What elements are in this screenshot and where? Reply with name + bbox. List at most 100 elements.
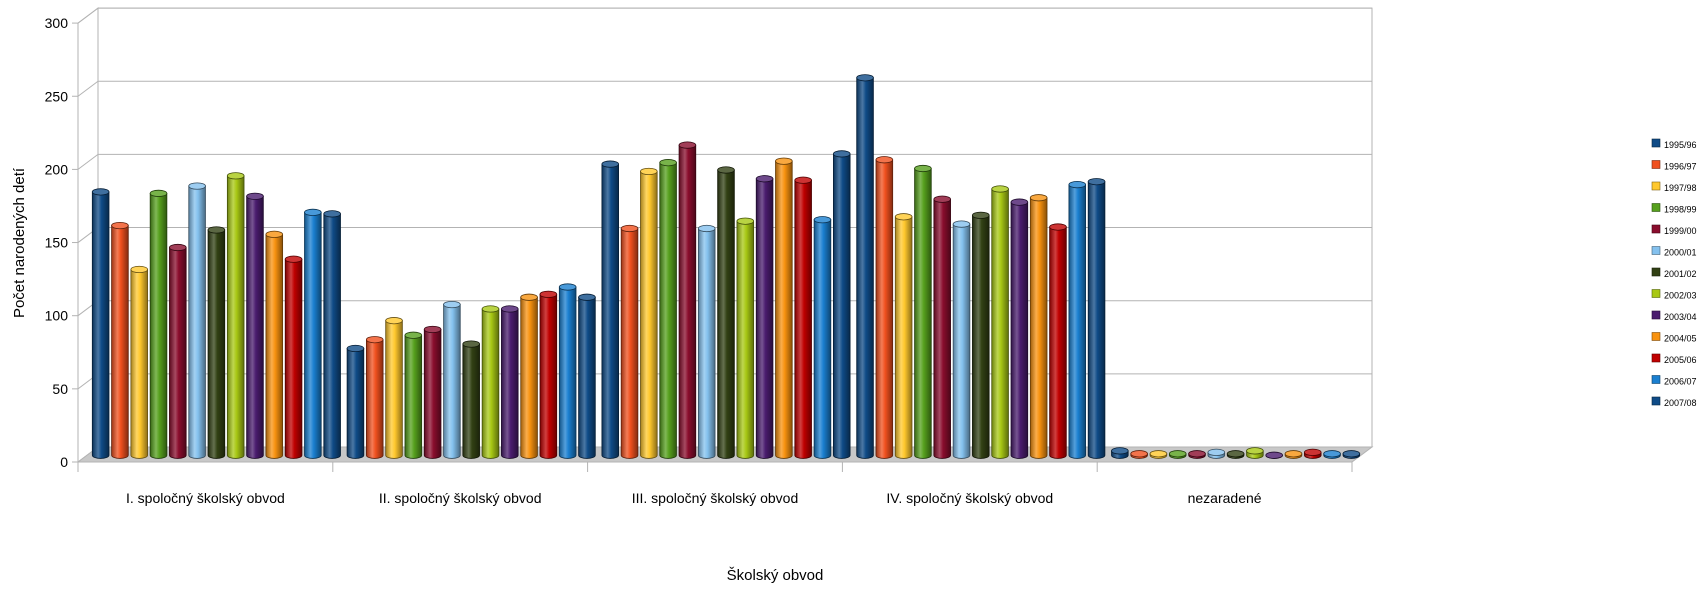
bar-top	[481, 305, 500, 313]
legend-item: 1997/98	[1651, 181, 1697, 193]
legend-swatch	[1651, 267, 1661, 277]
legend-item: 1998/99	[1651, 203, 1697, 215]
bar	[169, 243, 187, 459]
gridline-side	[77, 80, 99, 97]
bar	[755, 175, 774, 459]
bar-body	[149, 192, 168, 459]
bar-top	[697, 224, 716, 233]
bar-top	[385, 317, 403, 325]
bar-body	[875, 159, 894, 459]
legend-label: 2006/07	[1664, 377, 1697, 387]
bar-body	[1029, 197, 1048, 459]
bar-top	[304, 208, 322, 216]
legend-item: 2004/05	[1651, 332, 1697, 344]
legend-swatch	[1651, 396, 1661, 406]
bar-body	[558, 286, 577, 459]
bar	[1010, 198, 1029, 459]
bar-top	[207, 226, 226, 234]
bar	[736, 217, 755, 459]
bar	[856, 74, 874, 459]
bar	[697, 224, 716, 459]
bar-body	[794, 179, 812, 459]
bar-top	[794, 176, 812, 184]
bar	[1304, 448, 1322, 459]
bar	[1049, 223, 1067, 459]
bar	[813, 216, 832, 459]
bar-body	[1010, 201, 1029, 459]
bar-top	[813, 216, 832, 224]
bar-body	[813, 219, 832, 459]
bar	[304, 208, 322, 459]
bar	[1226, 450, 1245, 459]
bar	[678, 141, 697, 459]
bar-body	[620, 228, 639, 459]
legend-swatch	[1651, 160, 1661, 169]
legend-item: 2005/06	[1651, 353, 1697, 365]
bar-body	[736, 220, 755, 459]
legend-item: 1995/96	[1651, 138, 1697, 150]
bar-body	[481, 308, 500, 459]
y-tick-label: 150	[45, 235, 69, 251]
gridline-side	[77, 7, 99, 24]
y-axis: 0 50 100 150 200 250 300	[45, 15, 79, 470]
bar-top	[1188, 450, 1206, 458]
bar	[149, 189, 168, 459]
x-axis: I. spoločný školský obvod II. spoločný šk…	[77, 461, 1353, 506]
legend-item: 2000/01	[1651, 246, 1697, 258]
bar	[207, 226, 226, 459]
bar-body	[1068, 184, 1087, 459]
bar-top	[678, 141, 697, 149]
y-tick-label: 300	[45, 15, 69, 31]
bar	[520, 293, 538, 459]
legend-item: 2006/07	[1651, 375, 1697, 387]
bar	[1342, 450, 1361, 459]
bar	[914, 164, 932, 459]
bar-top	[284, 255, 303, 263]
bar-top	[558, 283, 577, 291]
bar	[284, 255, 303, 459]
bar	[423, 325, 442, 459]
bar	[539, 290, 558, 459]
bar-body	[226, 175, 245, 459]
bar	[775, 157, 793, 459]
legend-swatch	[1651, 181, 1661, 191]
bar-top	[1130, 450, 1148, 458]
bar-top	[501, 305, 519, 313]
bar	[130, 265, 148, 459]
bar-top	[1111, 447, 1129, 455]
bar-body	[833, 153, 851, 459]
bar-body	[991, 188, 1009, 459]
bar-body	[972, 214, 990, 459]
bar	[1207, 448, 1226, 459]
bar-top	[130, 265, 148, 274]
bar-body	[717, 169, 735, 459]
bar	[1265, 451, 1283, 459]
bars	[91, 74, 1361, 459]
bar-top	[1049, 223, 1067, 231]
bar-body	[188, 185, 206, 459]
bar	[91, 188, 110, 459]
bar-top	[991, 185, 1009, 193]
bar-top	[894, 213, 913, 221]
bar-top	[736, 217, 755, 225]
bar	[246, 192, 264, 459]
bar	[717, 166, 735, 459]
bar-body	[520, 296, 538, 459]
bar-top	[856, 74, 874, 82]
bar-top	[1029, 194, 1048, 202]
legend-label: 1995/96	[1664, 140, 1697, 150]
bar-body	[856, 77, 874, 459]
legend-swatch	[1651, 375, 1661, 384]
bar-top	[1068, 180, 1087, 189]
bar-body	[914, 168, 932, 459]
bar-top	[149, 189, 168, 197]
bar-top	[755, 175, 774, 183]
bar-top	[1226, 450, 1245, 458]
bar-body	[697, 228, 716, 459]
bar	[972, 211, 990, 459]
bar-top	[188, 182, 206, 190]
bar-top	[659, 159, 677, 167]
bar	[1111, 447, 1129, 459]
bar	[501, 305, 519, 459]
bar-body	[323, 213, 341, 459]
